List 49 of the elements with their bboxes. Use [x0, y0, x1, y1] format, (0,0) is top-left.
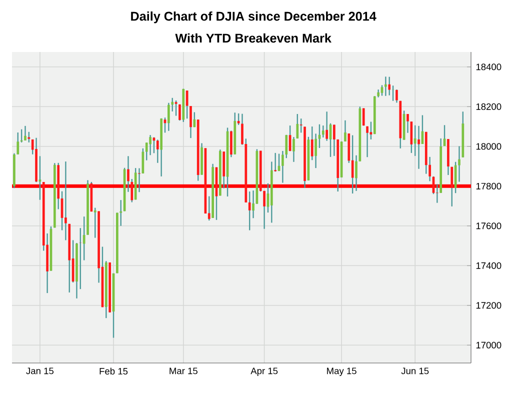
candlestick — [79, 227, 82, 290]
candlestick — [178, 104, 181, 122]
candlestick — [237, 112, 240, 126]
candlestick — [344, 120, 346, 142]
candlestick — [230, 130, 232, 158]
y-tick-label: 17600 — [476, 222, 502, 230]
candlestick — [190, 105, 192, 139]
candlestick — [410, 120, 413, 154]
chart-title: Daily Chart of DJIA since December 2014 — [131, 11, 376, 24]
candlestick — [366, 126, 368, 158]
candlestick — [174, 100, 178, 116]
candlestick — [351, 134, 354, 194]
candlestick — [300, 118, 302, 134]
y-tick-label: 17800 — [476, 182, 502, 190]
candlestick — [120, 199, 122, 226]
candlestick — [82, 216, 86, 261]
candlestick — [384, 76, 387, 97]
candlestick — [355, 154, 358, 192]
x-tick-label: May 15 — [327, 368, 356, 376]
x-tick-label: Jun 15 — [401, 368, 429, 374]
candlestick — [168, 102, 170, 132]
candlestick — [274, 152, 277, 172]
y-tick-label: 18400 — [476, 64, 502, 70]
x-tick-label: Feb 15 — [100, 368, 128, 375]
candlestick — [326, 111, 328, 142]
candlestick — [388, 76, 391, 96]
candlestick — [418, 125, 420, 170]
x-tick-label: Jan 15 — [26, 368, 54, 374]
candlestick — [156, 139, 159, 164]
candlestick — [94, 207, 96, 238]
candlestick — [370, 121, 372, 140]
y-tick-label: 17200 — [476, 302, 502, 309]
x-tick-label: Apr 15 — [250, 368, 278, 376]
candlestick — [28, 131, 30, 144]
y-tick-label: 18200 — [476, 103, 502, 110]
candlestick — [24, 125, 26, 142]
candlestick — [322, 124, 324, 138]
candlestick — [450, 166, 454, 208]
candlestick — [138, 168, 140, 193]
candlestick — [149, 134, 152, 156]
chart-subtitle: With YTD Breakeven Mark — [175, 33, 332, 43]
x-tick-label: Mar 15 — [170, 368, 198, 374]
candlestick — [248, 190, 251, 231]
candlestick — [362, 108, 365, 126]
y-tick-label: 17400 — [476, 262, 502, 269]
y-tick-label: 17000 — [476, 342, 502, 348]
y-tick-label: 18000 — [476, 143, 502, 150]
candlestick — [263, 190, 266, 230]
candlestick — [314, 133, 317, 169]
